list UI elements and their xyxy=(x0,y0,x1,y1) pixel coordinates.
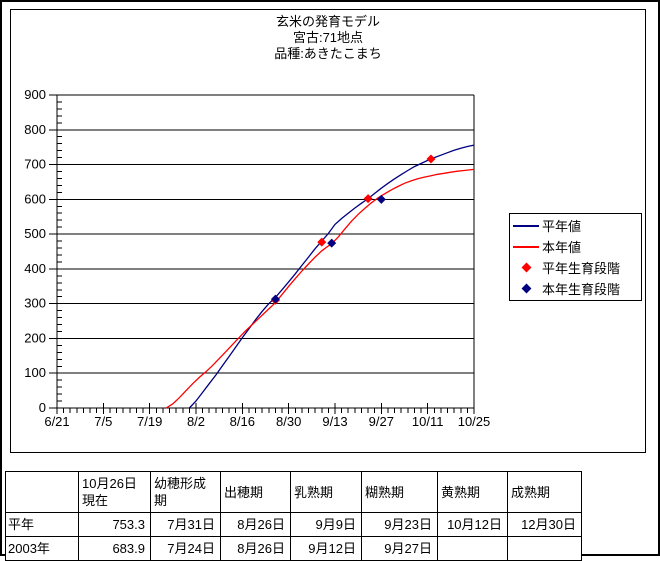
growth-stage-table: 10月26日現在 幼穂形成期 出穂期 乳熟期 糊熟期 黄熟期 成熟期 平年 753.3 7月31… xyxy=(5,471,582,561)
table-cell: 9月9日 xyxy=(290,512,362,537)
legend-label: 本年値 xyxy=(542,240,582,255)
this-year-line-icon xyxy=(510,245,542,248)
table-row: 2003年 683.9 7月24日 8月26日 9月12日 9月27日 xyxy=(5,536,582,561)
table-head: 10月26日現在 幼穂形成期 出穂期 乳熟期 糊熟期 黄熟期 成熟期 xyxy=(5,471,582,513)
y-axis-tick-label: 400 xyxy=(24,261,46,276)
table-body: 平年 753.3 7月31日 8月26日 9月9日 9月23日 10月12日 12月30日 20… xyxy=(5,512,582,561)
table-header-cell: 成熟期 xyxy=(507,471,582,513)
table-cell: 8月26日 xyxy=(220,536,291,561)
legend-label: 平年値 xyxy=(542,219,582,234)
y-axis-tick-label: 500 xyxy=(24,226,46,241)
growth-model-plot: 6/21 7/5 7/19 8/2 8/16 8/30 9/13 9/27 10/11 10/25… xyxy=(24,87,491,429)
series-line-normal-year xyxy=(188,144,475,409)
y-axis-tick-label: 800 xyxy=(24,122,46,137)
legend-label: 平年生育段階 xyxy=(542,261,621,276)
y-axis-tick-label: 200 xyxy=(24,330,46,345)
legend-item-this-year-stage-marker: 本年生育段階 xyxy=(510,278,641,299)
stage-marker-diamond-normal-year xyxy=(363,194,373,204)
x-axis-tick-label: 10/25 xyxy=(458,414,491,429)
x-axis-tick-label: 8/16 xyxy=(230,414,255,429)
legend-item-normal-year-line: 平年値 xyxy=(510,215,641,236)
y-axis-tick-label: 600 xyxy=(24,191,46,206)
x-axis-tick-label: 7/19 xyxy=(137,414,162,429)
table-cell: 753.3 xyxy=(78,512,151,537)
x-axis-tick-label: 6/21 xyxy=(44,414,69,429)
legend-item-this-year-line: 本年値 xyxy=(510,236,641,257)
table-row-label: 平年 xyxy=(5,512,79,537)
y-axis-tick-label: 300 xyxy=(24,296,46,311)
stage-marker-diamond-this-year xyxy=(327,238,337,248)
chart-title: 玄米の発育モデル 宮古:71地点 品種:あきたこまち xyxy=(10,14,646,62)
x-axis-tick-label: 8/2 xyxy=(187,414,205,429)
legend-item-normal-stage-marker: 平年生育段階 xyxy=(510,257,641,278)
legend-label: 本年生育段階 xyxy=(542,282,621,297)
stage-marker-diamond-normal-year xyxy=(317,237,327,247)
table-cell: 683.9 xyxy=(78,536,151,561)
red-diamond-icon xyxy=(510,262,542,273)
table-header-cell: 黄熟期 xyxy=(437,471,508,513)
table-cell xyxy=(437,536,508,561)
series-line-this-year xyxy=(165,168,475,409)
y-axis-tick-label: 0 xyxy=(39,400,46,415)
table-cell xyxy=(507,536,582,561)
chart-title-line-3: 品種:あきたこまち xyxy=(274,46,382,61)
table-header-cell: 乳熟期 xyxy=(290,471,362,513)
stage-marker-diamond-this-year xyxy=(270,294,280,304)
table-header-cell: 出穂期 xyxy=(220,471,291,513)
table-cell: 12月30日 xyxy=(507,512,582,537)
navy-diamond-icon xyxy=(510,283,542,294)
stage-marker-diamond-normal-year xyxy=(426,154,436,164)
table-cell: 9月27日 xyxy=(361,536,438,561)
x-axis-tick-label: 7/5 xyxy=(94,414,112,429)
chart-legend: 平年値 本年値 平年生育段階 本年生育段階 xyxy=(509,213,642,301)
table-cell: 7月24日 xyxy=(150,536,221,561)
y-axis-tick-label: 700 xyxy=(24,157,46,172)
chart-title-line-1: 玄米の発育モデル xyxy=(275,14,380,29)
table-cell: 9月12日 xyxy=(290,536,362,561)
table-header-cell: 糊熟期 xyxy=(361,471,438,513)
table-row-label: 2003年 xyxy=(5,536,79,561)
y-axis-tick-label: 100 xyxy=(24,365,46,380)
stage-marker-diamond-this-year xyxy=(376,194,386,204)
y-axis-tick-label: 900 xyxy=(24,87,46,102)
normal-year-line-icon xyxy=(510,224,542,227)
x-axis-tick-label: 8/30 xyxy=(276,414,301,429)
table-row: 平年 753.3 7月31日 8月26日 9月9日 9月23日 10月12日 12月30日 xyxy=(5,512,582,537)
table-cell: 9月23日 xyxy=(361,512,438,537)
table-header-cell xyxy=(5,471,79,513)
table-header-cell: 幼穂形成期 xyxy=(150,471,221,513)
table-cell: 10月12日 xyxy=(437,512,508,537)
table-header-cell: 10月26日現在 xyxy=(78,471,151,513)
x-axis-tick-label: 10/11 xyxy=(412,414,444,429)
x-axis-tick-label: 9/27 xyxy=(369,414,394,429)
table-cell: 8月26日 xyxy=(220,512,291,537)
chart-title-line-2: 宮古:71地点 xyxy=(292,30,364,45)
x-axis-tick-label: 9/13 xyxy=(322,414,347,429)
table-header-row: 10月26日現在 幼穂形成期 出穂期 乳熟期 糊熟期 黄熟期 成熟期 xyxy=(5,471,582,513)
table-cell: 7月31日 xyxy=(150,512,221,537)
